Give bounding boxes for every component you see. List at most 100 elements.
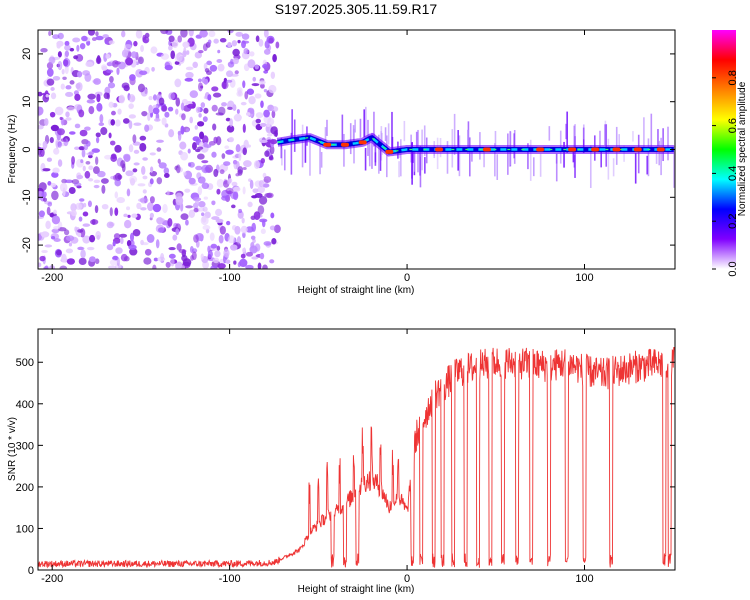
noise-speck [149,178,154,185]
noise-speck [155,239,160,249]
noise-speck [260,157,265,164]
noise-speck [74,93,81,101]
spectral-streak [349,123,352,155]
noise-speck [101,65,108,71]
spectral-streak [291,109,293,141]
colorbar: 0.0 0.2 0.4 0.6 0.8 Normalized spectral ampl… [712,30,748,277]
spectral-streak [387,123,390,145]
noise-speck [152,264,157,269]
noise-speck [200,102,206,108]
noise-speck [126,239,132,247]
noise-speck [219,169,225,175]
carrier-peak [385,149,394,154]
spec-x-tick-label: -100 [219,272,241,284]
carrier-peak [435,147,444,152]
noise-speck [73,55,79,60]
spectral-streak [343,133,345,167]
noise-speck [65,117,72,121]
snr-y-axis-label: SNR (10 * v/v) [7,417,18,481]
noise-speck [168,129,175,138]
snr-y-tick-label: 300 [16,440,34,452]
noise-speck [85,61,94,68]
noise-speck [65,85,72,90]
noise-speck [51,215,61,225]
noise-speck [128,103,134,109]
spectral-streak [529,139,532,181]
spectral-streak [572,151,575,163]
noise-speck [208,30,216,38]
noise-speck [172,234,178,241]
noise-speck [230,73,239,77]
noise-speck [142,175,148,180]
noise-speck [263,241,272,246]
noise-speck [152,203,162,213]
noise-speck [212,92,222,98]
noise-speck [254,243,261,252]
noise-speck [187,148,191,154]
noise-speck [234,70,239,75]
noise-speck [249,179,254,190]
noise-speck [88,106,95,115]
carrier-highlight [277,137,674,153]
noise-speck [52,167,60,174]
noise-speck [38,124,44,130]
noise-speck [268,84,277,94]
noise-speck [38,262,42,268]
noise-speck [120,237,124,245]
noise-speck [101,184,106,194]
noise-speck [108,101,114,108]
noise-speck [46,206,51,216]
noise-speck [180,151,189,161]
noise-speck [260,83,265,89]
spectral-streak [374,137,377,166]
spectral-streak [483,149,485,168]
noise-speck [57,60,63,71]
noise-speck [202,135,209,145]
spectral-streak [607,138,610,180]
noise-speck [41,249,48,254]
noise-speck [192,136,200,142]
noise-speck [221,102,228,107]
noise-speck [156,217,164,225]
noise-speck [87,200,92,208]
noise-speck [231,181,238,187]
noise-speck [51,171,59,178]
noise-speck [130,51,138,59]
noise-speck [131,213,138,219]
noise-speck [44,265,49,269]
spectral-streak [563,141,565,168]
carrier-peak [591,147,600,152]
noise-speck [132,134,137,143]
spectral-streak [574,136,576,178]
spectral-streak [326,119,328,136]
noise-speck [114,144,122,153]
spectral-streak [301,137,304,168]
spec-y-tick-label: -20 [21,237,33,253]
noise-speck [170,257,175,267]
noise-speck [259,218,268,223]
noise-speck [54,106,64,116]
spectral-streak [496,154,499,180]
noise-speck [219,225,226,235]
noise-speck [106,62,113,67]
noise-speck [111,110,116,116]
carrier-peak [612,147,621,152]
noise-speck [202,116,208,123]
noise-speck [258,195,268,205]
noise-speck [74,226,78,232]
spectral-streak [667,126,669,161]
noise-speck [152,107,160,115]
noise-speck [253,160,260,170]
spectral-streak [582,124,585,140]
snr-content [38,347,675,569]
noise-speck [86,99,96,104]
noise-speck [247,59,256,69]
spectral-streak [565,123,567,140]
noise-speck [242,231,246,239]
noise-speck [89,234,96,243]
noise-speck [180,213,189,220]
noise-speck [243,160,252,168]
spec-y-tick-label: -10 [21,189,33,205]
noise-speck [118,94,125,104]
spectral-streak [415,131,418,150]
